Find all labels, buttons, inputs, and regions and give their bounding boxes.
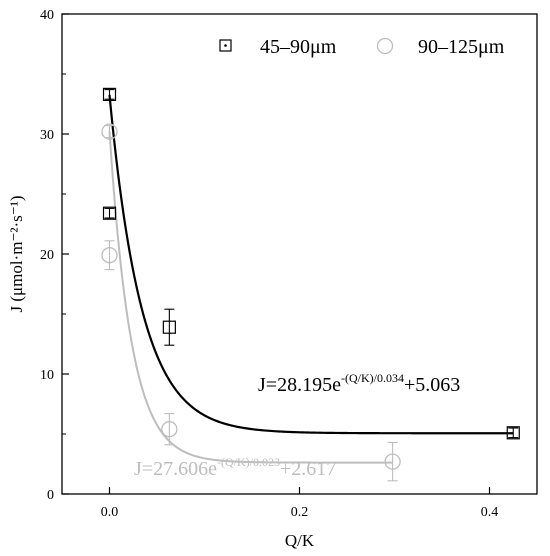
fit-curve — [108, 131, 393, 464]
y-axis-title: J (μmol·m⁻²·s⁻¹) — [7, 195, 26, 312]
legend-label-45-90: 45–90μm — [260, 36, 337, 58]
data-points — [101, 87, 520, 482]
x-tick-label: 0.4 — [481, 505, 499, 520]
axis-ticks: 0.0 0.2 0.4 0 10 20 30 40 — [40, 8, 498, 520]
x-tick-label: 0.0 — [101, 505, 119, 520]
data-point-square — [506, 426, 520, 440]
data-point-square — [102, 206, 117, 220]
data-point-square — [102, 87, 117, 102]
legend-marker-45-90-dot — [224, 44, 227, 47]
fit-curve — [108, 94, 514, 435]
data-point-circle — [101, 123, 118, 140]
y-tick-label: 20 — [40, 248, 54, 263]
eq1-exponent: -(Q/K)/0.023 — [217, 455, 280, 469]
data-point-circle — [384, 453, 401, 470]
fit-curves — [108, 94, 514, 464]
fit-equation-45-90: J=28.195e-(Q/K)/0.034+5.063 — [258, 371, 460, 396]
eq0-exponent: -(Q/K)/0.034 — [341, 371, 404, 385]
x-axis-title: Q/K — [285, 531, 315, 550]
eq1-tail: +2.617 — [280, 458, 336, 480]
legend-marker-90-125 — [376, 37, 394, 55]
y-tick-label: 40 — [40, 8, 54, 23]
plot-area — [61, 13, 538, 495]
data-point-square — [162, 320, 176, 334]
eq1-base: J=27.606e — [134, 458, 217, 480]
fit-equation-90-125: J=27.606e-(Q/K)/0.023+2.617 — [134, 455, 336, 480]
x-tick-label: 0.2 — [291, 505, 309, 520]
eq0-tail: +5.063 — [404, 374, 460, 396]
legend: 45–90μm 90–125μm — [219, 36, 505, 58]
eq0-base: J=28.195e — [258, 374, 341, 396]
data-point-circle — [161, 421, 178, 438]
legend-label-90-125: 90–125μm — [418, 36, 505, 58]
y-tick-label: 0 — [47, 488, 54, 503]
y-tick-label: 10 — [40, 368, 54, 383]
data-point-circle — [101, 247, 118, 264]
y-tick-label: 30 — [40, 128, 54, 143]
